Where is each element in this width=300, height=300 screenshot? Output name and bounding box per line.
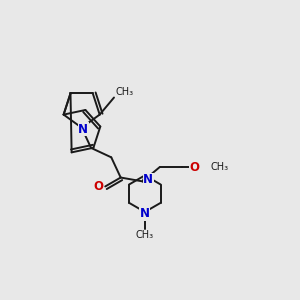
Text: CH₃: CH₃ <box>210 162 228 172</box>
Text: N: N <box>143 173 153 186</box>
Text: CH₃: CH₃ <box>136 230 154 240</box>
Text: O: O <box>94 180 104 193</box>
Text: N: N <box>140 207 150 220</box>
Text: O: O <box>189 160 199 174</box>
Text: N: N <box>78 123 88 136</box>
Text: CH₃: CH₃ <box>115 87 133 97</box>
